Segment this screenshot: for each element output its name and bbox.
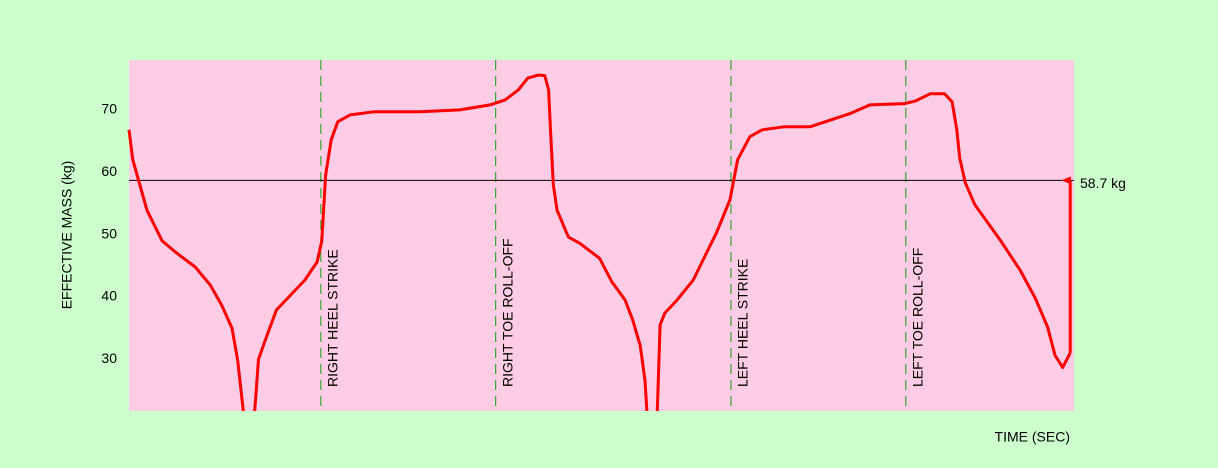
event-label: LEFT HEEL STRIKE: [735, 259, 751, 387]
y-tick-label: 30: [101, 350, 117, 366]
y-axis-label: EFFECTIVE MASS (kg): [59, 161, 75, 310]
reference-label: 58.7 kg: [1080, 175, 1126, 191]
plot-area: [129, 60, 1074, 411]
y-tick-label: 60: [101, 163, 117, 179]
y-tick-label: 70: [101, 101, 117, 117]
event-label: RIGHT TOE ROLL-OFF: [499, 238, 515, 387]
y-tick-label: 50: [101, 225, 117, 241]
y-tick-label: 40: [101, 288, 117, 304]
x-axis-label: TIME (SEC): [995, 429, 1070, 445]
event-label: RIGHT HEEL STRIKE: [325, 249, 341, 387]
event-label: LEFT TOE ROLL-OFF: [909, 248, 925, 387]
data-line: [127, 73, 1072, 412]
